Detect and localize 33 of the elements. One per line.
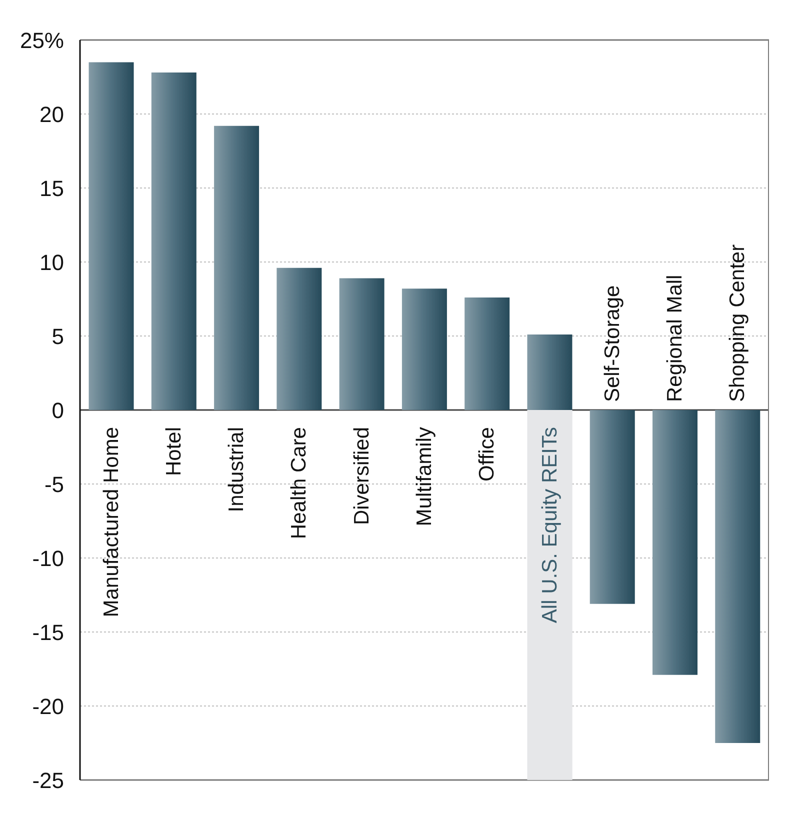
bar — [88, 62, 134, 410]
y-tick-label: -25 — [32, 768, 64, 793]
x-tick-label: Self-Storage — [600, 285, 624, 402]
y-tick-label: 15 — [40, 176, 64, 201]
bar — [527, 334, 572, 410]
y-tick-label: 0 — [52, 398, 64, 423]
bar — [151, 72, 196, 410]
y-tick-label: -10 — [32, 546, 64, 571]
y-tick-label: 10 — [40, 250, 64, 275]
bar — [339, 278, 384, 410]
bar — [715, 410, 760, 743]
x-tick-label: All U.S. Equity REITs — [538, 427, 562, 624]
x-tick-label: Multifamily — [413, 426, 436, 526]
bar — [590, 410, 635, 604]
y-tick-label: -15 — [32, 620, 64, 645]
bar — [652, 410, 698, 675]
x-tick-label: Diversified — [350, 427, 374, 526]
y-tick-label: -5 — [44, 472, 64, 497]
x-tick-label: Health Care — [288, 427, 311, 540]
x-tick-label: Office — [476, 427, 499, 482]
y-tick-label: 25% — [20, 28, 64, 53]
bar — [402, 288, 447, 410]
y-tick-label: -20 — [32, 694, 64, 719]
bar — [276, 268, 322, 410]
x-tick-label: Shopping Center — [726, 244, 750, 402]
bar — [214, 126, 260, 410]
y-tick-label: 20 — [40, 102, 64, 127]
y-tick-label: 5 — [52, 324, 64, 349]
x-tick-label: Manufactured Home — [100, 427, 123, 618]
x-tick-label: Hotel — [162, 427, 186, 476]
x-tick-label: Industrial — [225, 427, 248, 512]
bar — [464, 298, 510, 410]
x-tick-label: Regional Mall — [664, 274, 687, 402]
